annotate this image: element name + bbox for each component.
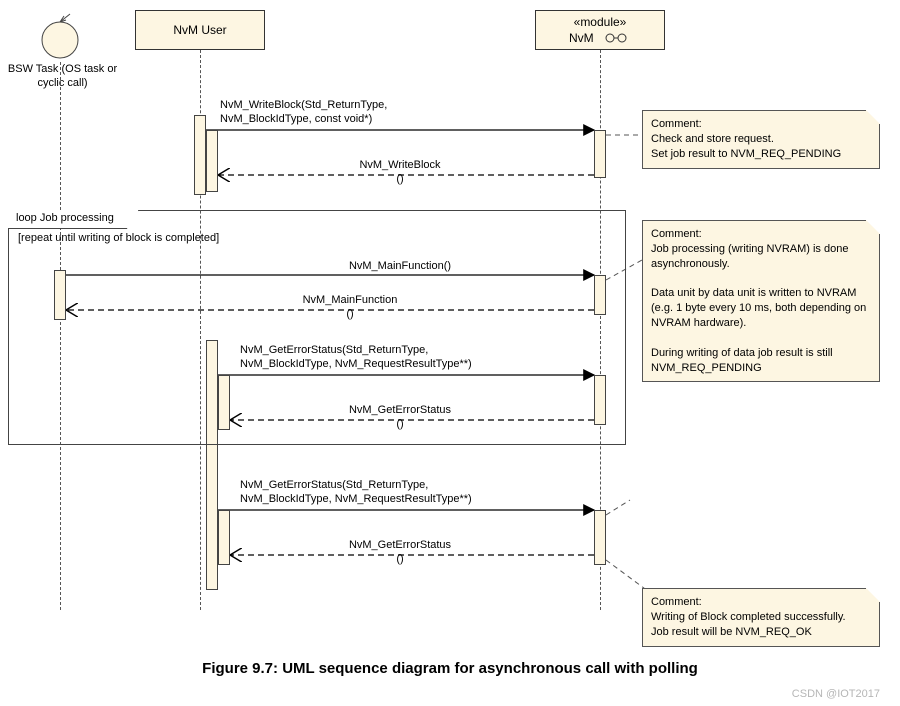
bsw-task-label: BSW Task (OS task or cyclic call)	[5, 62, 120, 91]
nvm-stereotype: «module»	[542, 15, 658, 31]
msg-geterror2-return: NvM_GetErrorStatus()	[300, 539, 500, 567]
msg-geterror2-call: NvM_GetErrorStatus(Std_ReturnType,NvM_Bl…	[240, 479, 472, 507]
loop-guard: [repeat until writing of block is comple…	[18, 232, 219, 244]
loop-tab: loop Job processing	[8, 210, 139, 229]
figure-caption: Figure 9.7: UML sequence diagram for asy…	[0, 660, 900, 677]
activation-user-get2	[218, 510, 230, 565]
module-icon	[603, 32, 631, 44]
msg-writeblock-return: NvM_WriteBlock()	[300, 159, 500, 187]
loop-frame	[8, 210, 626, 445]
nvm-name: NvM	[569, 31, 594, 47]
activation-user-write	[206, 130, 218, 192]
msg-writeblock-call: NvM_WriteBlock(Std_ReturnType,NvM_BlockI…	[220, 99, 387, 127]
lifeline-head-nvm: «module» NvM	[535, 10, 665, 50]
note-writeblock: Comment:Check and store request.Set job …	[642, 110, 880, 169]
bsw-task-head	[38, 8, 82, 62]
lifeline-head-user: NvM User	[135, 10, 265, 50]
activation-user-start	[194, 115, 206, 195]
note-loop: Comment:Job processing (writing NVRAM) i…	[642, 220, 880, 382]
note-ok: Comment:Writing of Block completed succe…	[642, 588, 880, 647]
activation-nvm-get2	[594, 510, 606, 565]
activation-nvm-write	[594, 130, 606, 178]
watermark: CSDN @IOT2017	[792, 688, 880, 700]
